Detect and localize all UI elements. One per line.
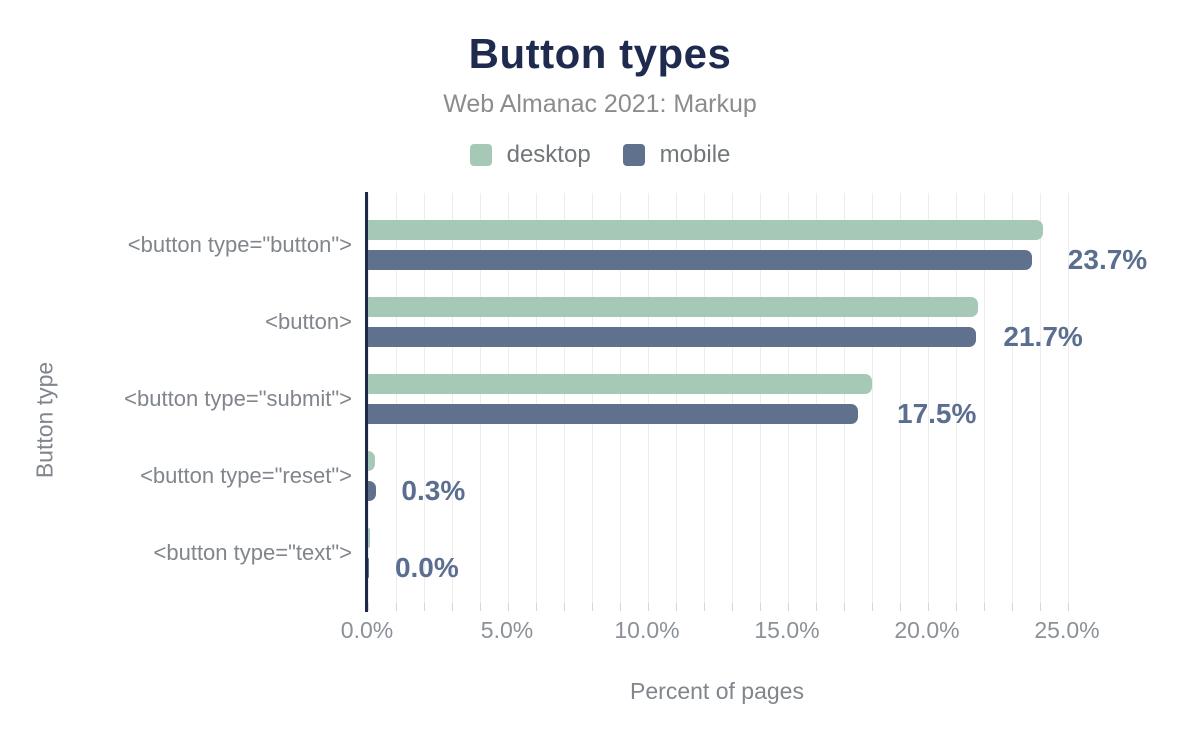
value-label: 17.5% [897, 398, 977, 429]
x-axis-tick-marks [368, 603, 1069, 611]
value-label: 0.3% [401, 475, 466, 506]
x-tick-label: 25.0% [1034, 617, 1100, 643]
value-label: 21.7% [1003, 321, 1083, 352]
x-tick-label: 0.0% [340, 617, 394, 643]
legend-item-mobile: mobile [622, 141, 731, 169]
x-tick-label: 10.0% [614, 617, 680, 643]
category-label: <button> [265, 309, 352, 334]
x-tick-label: 15.0% [754, 617, 820, 643]
value-label: 23.7% [1067, 244, 1148, 275]
desktop-bar [368, 528, 370, 548]
category-label: <button type="submit"> [124, 386, 352, 411]
mobile-bar [368, 558, 370, 578]
desktop-bar [368, 297, 979, 317]
mobile-swatch-icon [622, 144, 645, 166]
plot-area: 23.7% 21.7% 17.5% 0.3% 0.0% [368, 193, 1147, 603]
desktop-bar [368, 220, 1043, 240]
category-label: <button type="reset"> [140, 463, 352, 488]
desktop-swatch-icon [469, 144, 492, 166]
chart-title: Button types [468, 30, 732, 77]
legend-label-mobile: mobile [659, 141, 731, 168]
category-label: <button type="text"> [153, 540, 352, 565]
value-label: 0.0% [394, 552, 459, 583]
mobile-bar [368, 404, 858, 424]
mobile-bar [368, 327, 976, 347]
desktop-bar [368, 451, 375, 471]
x-tick-label: 5.0% [480, 617, 534, 643]
mobile-bar [368, 481, 377, 501]
legend-item-desktop: desktop [469, 141, 591, 169]
x-tick-label: 20.0% [894, 617, 960, 643]
y-axis-line [365, 192, 368, 612]
legend-label-desktop: desktop [506, 141, 591, 168]
legend: desktop mobile [0, 141, 1200, 169]
x-axis-title: Percent of pages [630, 678, 804, 704]
chart-subtitle: Web Almanac 2021: Markup [443, 90, 757, 118]
desktop-bar [368, 374, 872, 394]
y-axis-title: Button type [31, 361, 58, 479]
mobile-bar [368, 250, 1032, 270]
category-label: <button type="button"> [127, 232, 352, 257]
